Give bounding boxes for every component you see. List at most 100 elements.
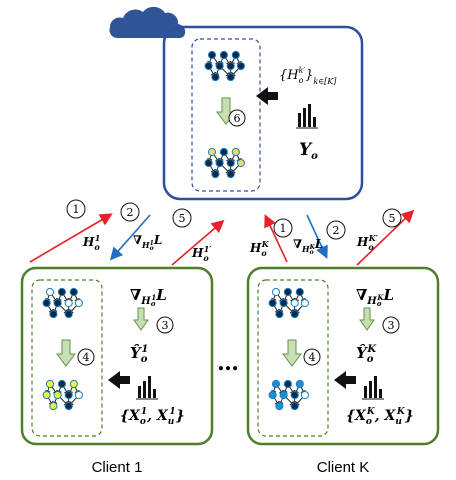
gnn-node [49, 310, 58, 319]
gnn-node [219, 50, 228, 60]
gnn-node [215, 158, 224, 168]
gnn-node [226, 170, 235, 179]
server-gnn-icon [204, 50, 245, 82]
gnn-node [219, 147, 228, 157]
gnn-node [211, 73, 220, 82]
bar-chart-icon [362, 376, 384, 400]
server-labels: Yo [299, 140, 318, 162]
label-ck-down: ∇HoKL [293, 237, 323, 256]
label-ck-up2: HoK′ [356, 233, 379, 252]
arrow-ck-up [264, 214, 288, 263]
label-ck-up: HoK [249, 239, 270, 258]
ellipsis: … [217, 350, 239, 376]
gnn-node [271, 379, 281, 389]
step-badge-c1-1: 1 [66, 199, 86, 219]
gnn-node [64, 390, 73, 400]
gnn-node [211, 170, 220, 179]
svg-text:3: 3 [162, 319, 169, 332]
svg-text:1: 1 [280, 222, 287, 235]
gnn-node [290, 298, 299, 308]
gnn-node [69, 379, 78, 389]
client-step-badge-3: 3 [382, 316, 400, 334]
client-prediction-label: Ŷo1 [130, 344, 148, 365]
svg-text:2: 2 [333, 224, 340, 237]
gnn-node [45, 379, 55, 389]
gnn-node [64, 298, 73, 308]
label-c1-up2: Ho1′ [191, 244, 212, 263]
bar-chart-icon [136, 376, 158, 400]
gnn-node [268, 390, 277, 400]
server-box [162, 25, 364, 201]
gnn-node [300, 390, 309, 400]
gnn-node [279, 390, 288, 400]
cloud-icon [109, 6, 186, 38]
client-prediction-label: ŶoK [356, 344, 377, 365]
gnn-node [226, 73, 235, 82]
client-gnn-icon [268, 287, 309, 319]
gnn-node [300, 298, 309, 308]
gnn-node [231, 147, 240, 157]
gnn-node [42, 298, 51, 308]
gnn-node [290, 402, 299, 411]
server-input-arrow [256, 87, 278, 105]
gnn-node [49, 402, 58, 411]
svg-text:3: 3 [388, 319, 395, 332]
gnn-node [69, 287, 78, 297]
label-c1-up: Ho1 [82, 233, 100, 252]
client-step-badge-4: 4 [303, 348, 321, 366]
gnn-node [268, 298, 277, 308]
gnn-node [215, 61, 224, 71]
svg-text:6: 6 [234, 112, 241, 125]
gnn-node [53, 298, 62, 308]
svg-text:4: 4 [83, 351, 90, 364]
client-box-k: 4 ∇HoKL 3 ŶoK {XoK, XuK} Client K [246, 266, 440, 476]
gnn-node [204, 158, 213, 168]
gnn-node [295, 287, 304, 297]
gnn-node [64, 310, 73, 319]
server-step-badge: 6 [228, 109, 246, 127]
server-embeddings-label: {Hok′}k∈[K] [279, 66, 337, 86]
client-name: Client K [317, 459, 370, 476]
client-step-badge-3: 3 [156, 316, 174, 334]
client-gnn-icon-bottom [42, 379, 83, 411]
client-input-arrow [108, 371, 130, 389]
client-step-arrow-small [133, 307, 149, 331]
step-badge-c1-5: 5 [172, 208, 192, 228]
gnn-node [57, 287, 66, 297]
svg-text:2: 2 [127, 206, 134, 219]
client-gnn-icon [42, 287, 83, 319]
gnn-node [236, 158, 245, 168]
step-badge-ck-5: 5 [382, 208, 402, 228]
label-c1-down: ∇Ho1L [133, 233, 162, 252]
step-badge-ck-2: 2 [326, 220, 346, 240]
server-model-box [191, 38, 261, 192]
gnn-node [57, 379, 66, 389]
client-step-badge-4: 4 [77, 348, 95, 366]
client-step-arrow [56, 339, 76, 367]
gnn-node [226, 61, 235, 71]
client-step-arrow [282, 339, 302, 367]
client-step-arrow-small [359, 307, 375, 331]
gnn-node [42, 390, 51, 400]
svg-text:1: 1 [73, 203, 80, 216]
gnn-node [275, 402, 284, 411]
svg-text:4: 4 [309, 351, 316, 364]
gnn-node [295, 379, 304, 389]
client-model-box [31, 279, 103, 437]
client-model-box [257, 279, 329, 437]
gnn-node [74, 298, 83, 308]
gnn-node [283, 379, 292, 389]
client-gnn-icon-bottom [268, 379, 309, 411]
svg-text:5: 5 [389, 212, 396, 225]
server-gnn-icon-bottom [204, 147, 245, 179]
gnn-node [226, 158, 235, 168]
gnn-node [45, 287, 55, 297]
arrow-c1-down [109, 214, 151, 261]
client-data-label: {XoK, XuK} [346, 407, 414, 427]
gnn-node [290, 310, 299, 319]
step-badge-ck-1: 1 [273, 218, 293, 238]
gnn-node [64, 402, 73, 411]
svg-text:5: 5 [179, 212, 186, 225]
client-data-label: {Xo1, Xu1} [120, 407, 185, 427]
arrow-c1-up [29, 213, 113, 263]
